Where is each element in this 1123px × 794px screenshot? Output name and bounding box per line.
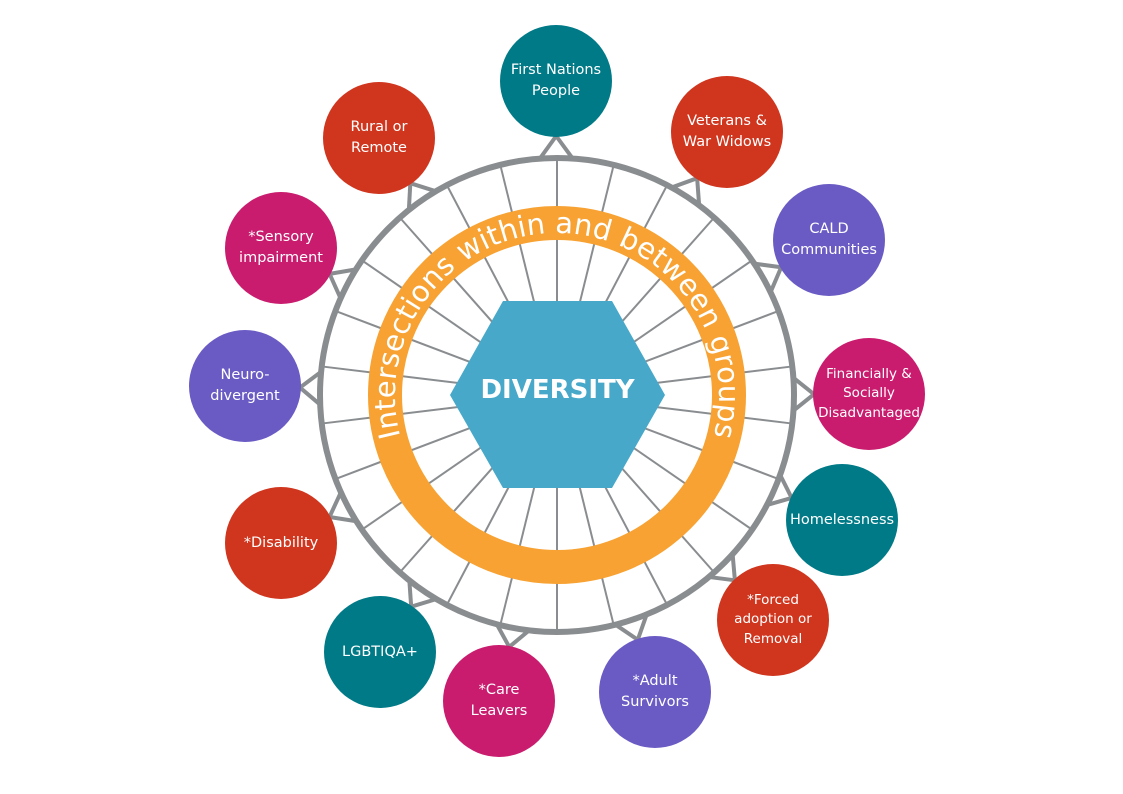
connector-line xyxy=(329,267,356,276)
group-label: LGBTIQA+ xyxy=(342,643,418,660)
connector-line xyxy=(768,266,784,293)
connector-line xyxy=(695,178,702,205)
group-label: *Care Leavers xyxy=(470,682,528,719)
group-label: *Adult Survivors xyxy=(621,673,689,710)
group-circle: *Forced adoption or Removal xyxy=(717,564,829,676)
intersections-ring xyxy=(368,206,746,584)
connector-line xyxy=(507,629,530,649)
group-label: *Disability xyxy=(243,534,319,551)
group-circle: *Care Leavers xyxy=(443,645,555,757)
connector-line xyxy=(407,580,414,607)
group-label: CALD Communities xyxy=(781,221,877,258)
connector-line xyxy=(635,614,649,641)
connector-line xyxy=(298,370,322,390)
connector-line xyxy=(410,597,437,609)
group-circle: Veterans & War Widows xyxy=(671,76,783,188)
connector-line xyxy=(614,623,639,642)
group-label: Veterans & War Widows xyxy=(682,113,772,150)
group-label: Financially & Socially Disadvantaged xyxy=(818,365,920,421)
group-circle: CALD Communities xyxy=(773,184,885,296)
diversity-label: DIVERSITY xyxy=(480,375,635,405)
group-circle: First Nations People xyxy=(500,25,612,137)
group-circle: Financially & Socially Disadvantaged xyxy=(813,338,925,450)
group-circle: *Adult Survivors xyxy=(599,636,711,748)
connector-line xyxy=(792,376,816,396)
connector-line xyxy=(538,134,558,160)
group-circle: Homelessness xyxy=(786,464,898,576)
connector-line xyxy=(298,386,321,406)
connector-line xyxy=(406,183,413,210)
connector-line xyxy=(792,392,816,412)
group-circle: Rural or Remote xyxy=(323,82,435,194)
connector-line xyxy=(409,181,436,193)
connector-line xyxy=(754,261,782,270)
group-circle: Neuro- divergent xyxy=(189,330,301,442)
group-circle: LGBTIQA+ xyxy=(324,596,436,708)
connector-line xyxy=(778,474,794,499)
group-circle: *Sensory impairment xyxy=(225,192,337,304)
connector-line xyxy=(554,134,574,160)
connector-line xyxy=(671,176,698,190)
outer-ring xyxy=(317,155,797,635)
connector-line xyxy=(767,495,793,507)
group-label: Rural or Remote xyxy=(350,119,408,156)
group-label: First Nations People xyxy=(510,62,602,99)
group-label: Homelessness xyxy=(789,511,895,528)
connector-line xyxy=(327,273,343,299)
group-label: *Sensory impairment xyxy=(239,229,323,266)
connector-line xyxy=(329,515,357,524)
group-label: *Forced adoption or Removal xyxy=(734,591,812,647)
connector-line xyxy=(327,492,343,518)
diversity-hexagon xyxy=(450,301,665,488)
connector-line xyxy=(730,554,737,581)
connectors xyxy=(298,134,816,649)
connector-line xyxy=(495,623,511,648)
group-circle: *Disability xyxy=(225,487,337,599)
connector-line xyxy=(709,575,736,583)
group-label: Neuro- divergent xyxy=(210,367,280,404)
